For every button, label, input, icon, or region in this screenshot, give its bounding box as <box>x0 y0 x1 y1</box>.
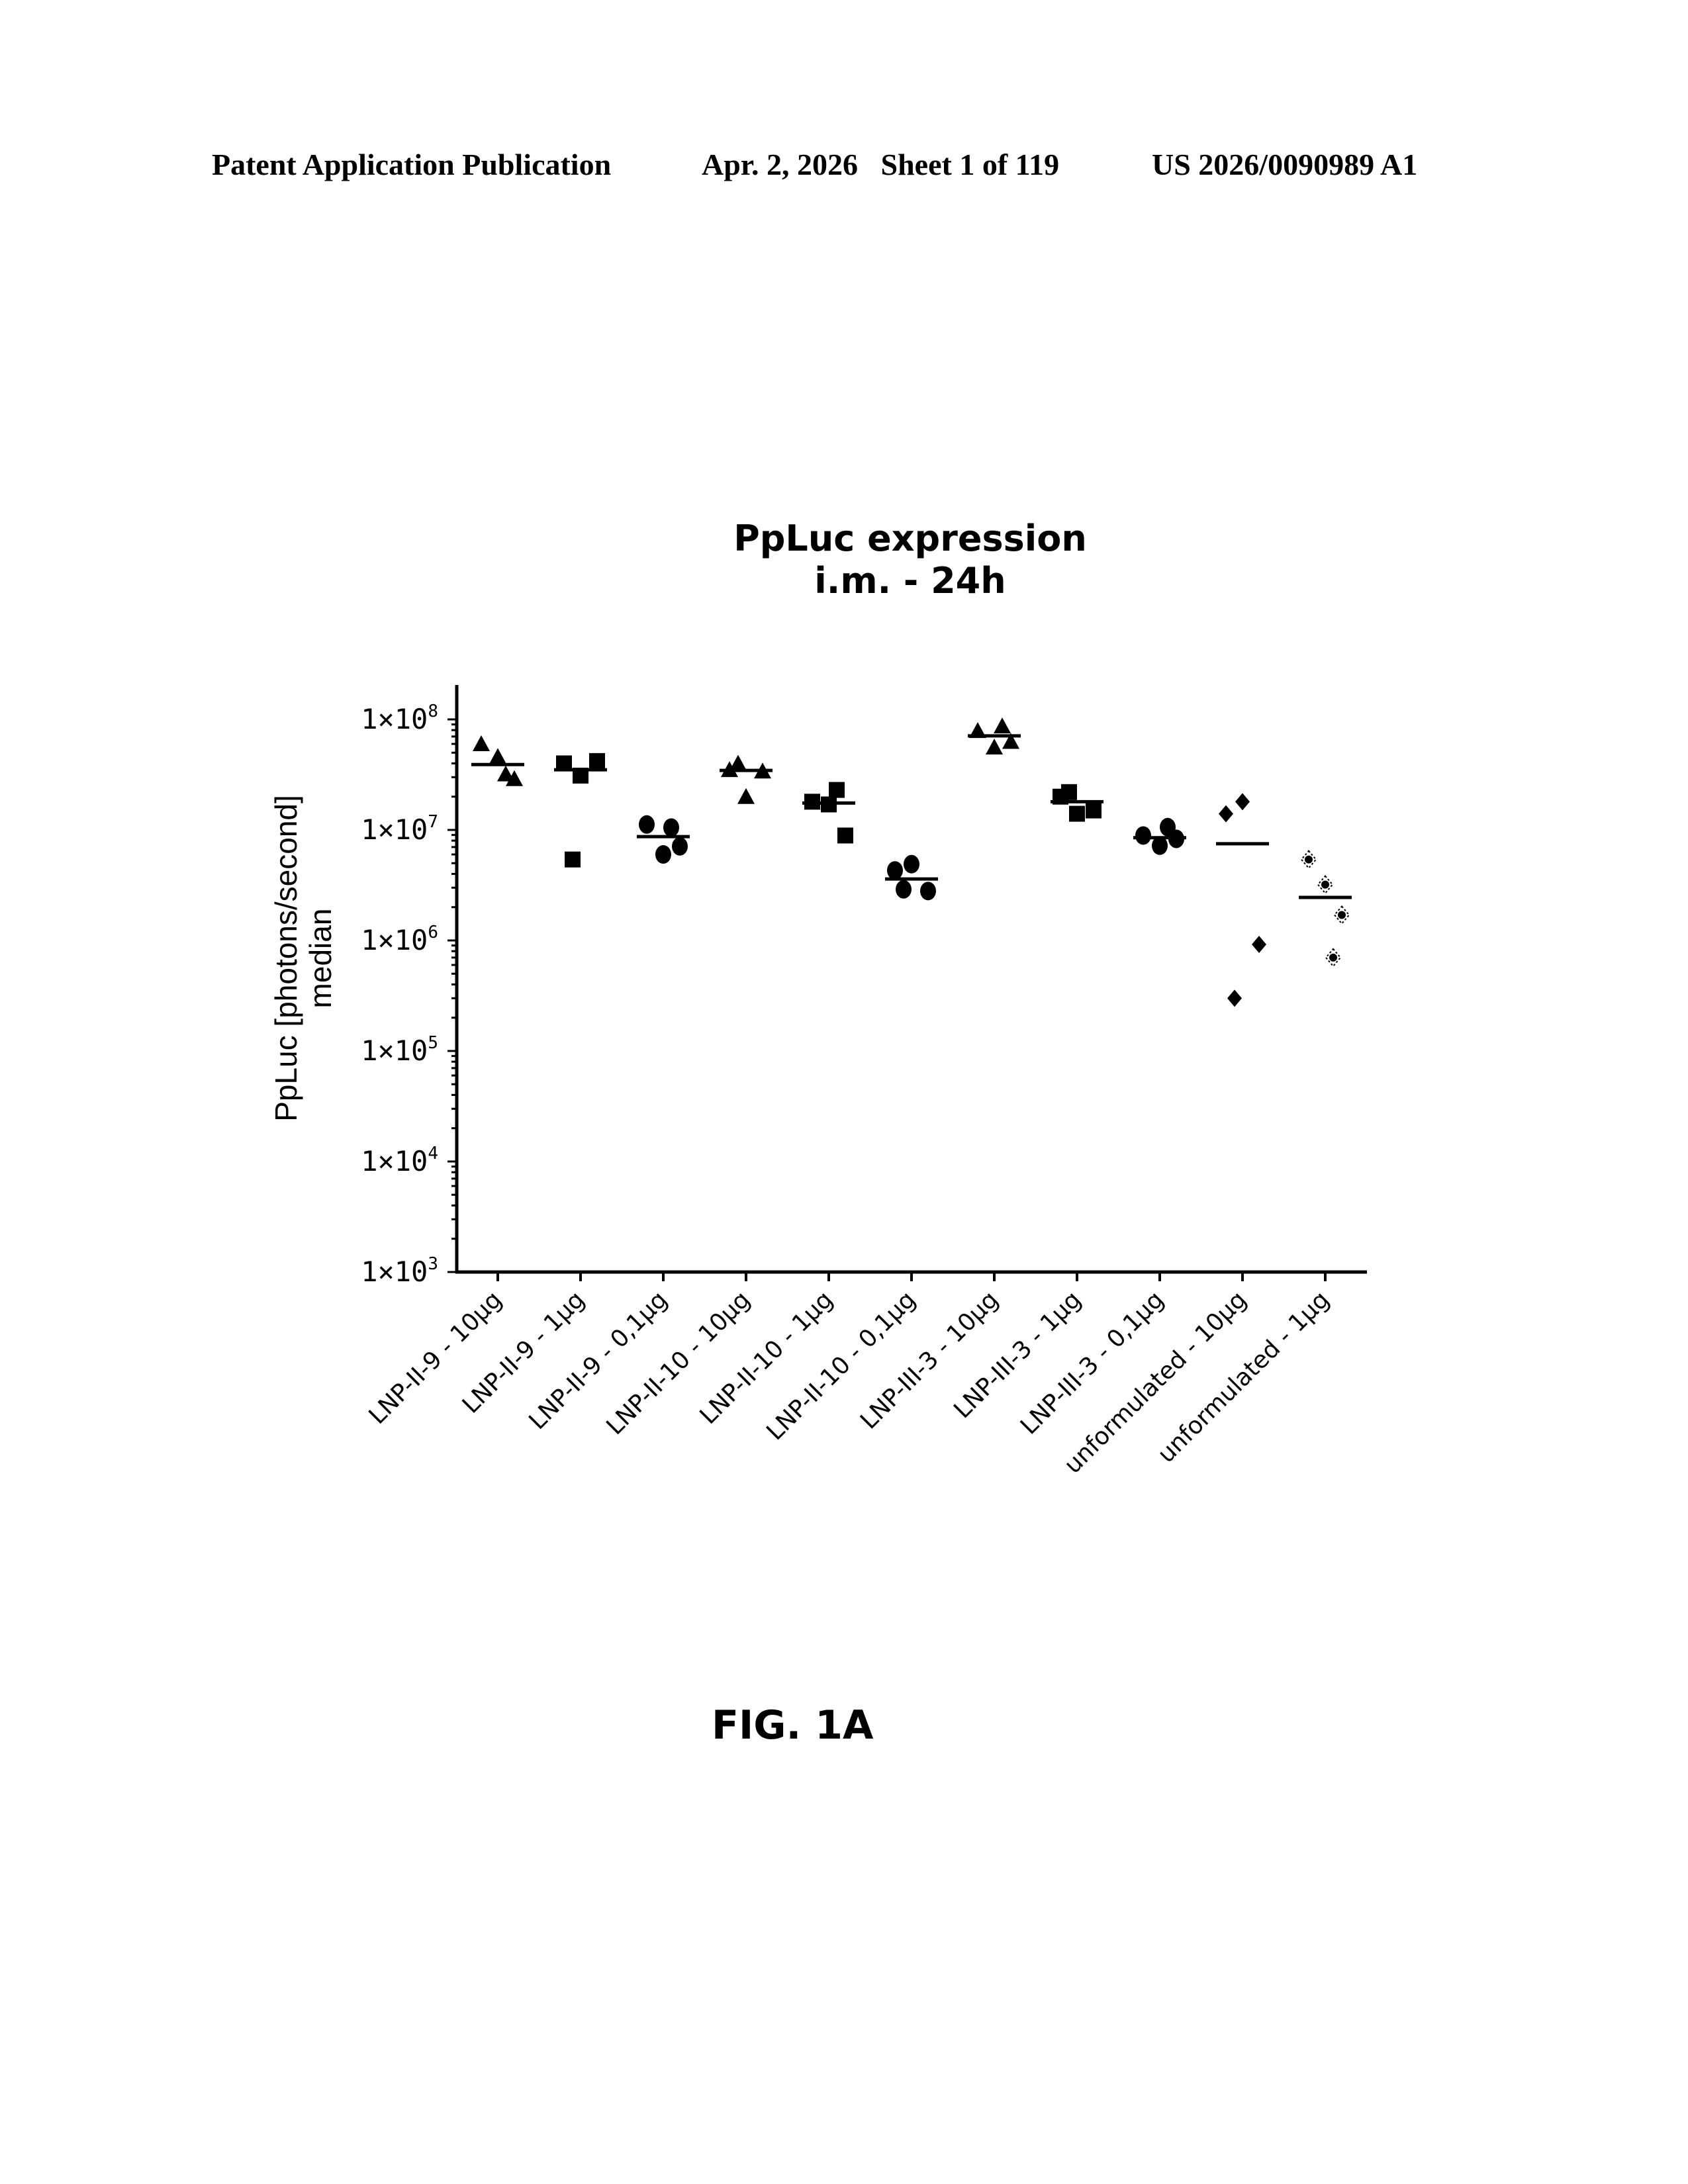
data-point-star-core <box>1329 954 1337 962</box>
y-tick-label: 1×103 <box>361 1254 438 1288</box>
data-point-circle <box>1135 826 1151 844</box>
data-point-circle <box>904 855 919 874</box>
data-point-square <box>829 782 845 798</box>
data-point-star-core <box>1321 881 1329 889</box>
data-point-circle <box>920 882 936 900</box>
patent-sheet: Patent Application Publication Apr. 2, 2… <box>0 0 1688 2184</box>
y-tick-label: 1×106 <box>361 923 438 956</box>
data-point-triangle <box>729 754 747 770</box>
data-point-triangle <box>737 788 755 804</box>
data-point-triangle <box>489 748 506 764</box>
data-point-diamond <box>1252 936 1266 953</box>
data-point-square <box>589 753 605 769</box>
data-point-diamond <box>1227 989 1242 1007</box>
x-tick-label: LNP-II-10 - 10µg <box>601 1286 755 1440</box>
data-point-circle <box>887 861 903 880</box>
chart: PpLuc expression i.m. - 24h PpLuc [photo… <box>0 0 1688 1853</box>
data-point-circle <box>896 880 912 899</box>
data-point-square <box>1086 803 1102 819</box>
data-point-triangle <box>497 766 514 782</box>
chart-title: PpLuc expression <box>733 518 1087 559</box>
data-point-square <box>1069 806 1085 822</box>
y-tick-label: 1×104 <box>361 1144 438 1177</box>
chart-subtitle: i.m. - 24h <box>814 560 1006 602</box>
data-point-circle <box>639 815 655 834</box>
data-point-diamond <box>1235 793 1250 810</box>
y-axis-label: PpLuc [photons/second] <box>269 795 303 1122</box>
data-point-circle <box>663 818 679 837</box>
data-point-triangle <box>473 735 490 751</box>
x-tick-label: LNP-II-10 - 0,1µg <box>761 1286 921 1445</box>
data-point-triangle <box>986 739 1003 754</box>
data-point-square <box>837 827 853 843</box>
y-tick-label: 1×107 <box>361 812 438 846</box>
x-tick-label: LNP-II-9 - 0,1µg <box>524 1286 673 1435</box>
y-tick-label: 1×108 <box>361 702 438 735</box>
data-point-square <box>565 852 581 868</box>
data-point-triangle <box>994 717 1011 733</box>
data-point-star-core <box>1338 911 1346 919</box>
y-tick-label: 1×105 <box>361 1033 438 1067</box>
data-point-circle <box>672 837 688 856</box>
data-point-star-core <box>1305 856 1313 864</box>
data-point-circle <box>1160 818 1176 837</box>
x-tick-label: LNP-III-3 - 0,1µg <box>1015 1286 1169 1439</box>
axes: 1×108 1×107 1×106 1×105 1×104 1×103 LNP-II-9 -… <box>361 685 1367 1479</box>
data-point-diamond <box>1219 805 1233 823</box>
data-marks <box>471 717 1352 1007</box>
data-point-square <box>1061 784 1077 800</box>
data-point-circle <box>655 845 671 864</box>
y-axis-label-median: median <box>303 909 338 1009</box>
x-tick-label: LNP-III-3 - 10µg <box>855 1286 1004 1434</box>
figure-label: FIG. 1A <box>712 1702 873 1749</box>
